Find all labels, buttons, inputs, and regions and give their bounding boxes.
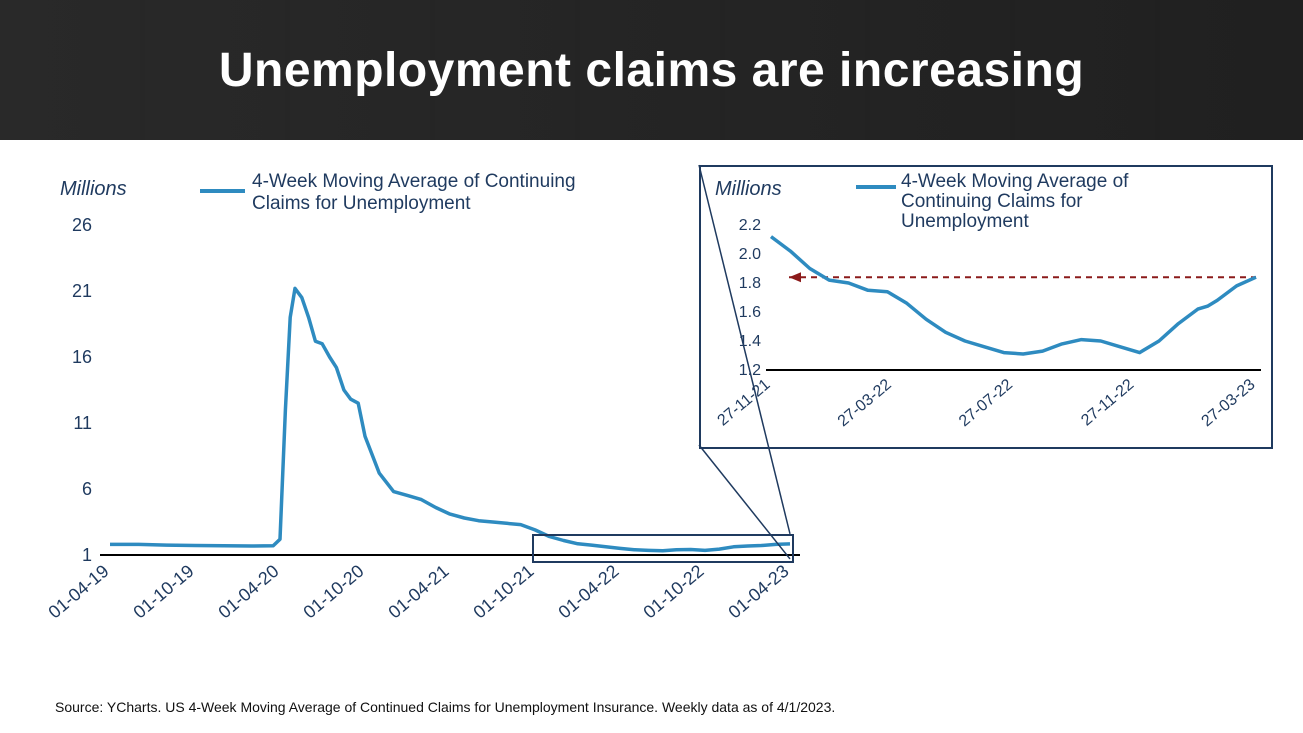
svg-text:01-04-23: 01-04-23 <box>725 561 793 623</box>
svg-text:01-10-19: 01-10-19 <box>130 561 198 623</box>
main-series-line <box>110 288 790 550</box>
legend-text-line1: 4-Week Moving Average of Continuing <box>252 171 576 192</box>
svg-text:01-04-22: 01-04-22 <box>555 561 623 623</box>
svg-text:1.8: 1.8 <box>739 275 761 292</box>
inset-series-line <box>771 237 1256 354</box>
svg-text:21: 21 <box>72 281 92 301</box>
svg-text:1.2: 1.2 <box>739 362 761 379</box>
zoom-region-rect <box>532 534 794 563</box>
inset-legend-l3: Unemployment <box>901 211 1029 232</box>
svg-text:1.4: 1.4 <box>739 333 761 350</box>
header-banner: Unemployment claims are increasing <box>0 0 1303 140</box>
inset-annotation-arrow <box>789 272 801 282</box>
svg-text:1: 1 <box>82 545 92 565</box>
svg-text:01-10-22: 01-10-22 <box>640 561 708 623</box>
svg-text:27-11-22: 27-11-22 <box>1078 376 1137 429</box>
main-y-axis-label: Millions <box>60 178 127 200</box>
main-x-ticks: 01-04-19 01-10-19 01-04-20 01-10-20 01-04-21… <box>45 561 793 623</box>
svg-text:11: 11 <box>73 413 92 433</box>
svg-text:01-04-20: 01-04-20 <box>215 561 283 623</box>
inset-chart-box: Millions 4-Week Moving Average of Contin… <box>699 165 1273 449</box>
legend-text-line2: Claims for Unemployment <box>252 193 471 214</box>
svg-text:01-10-21: 01-10-21 <box>470 561 538 623</box>
svg-text:2.0: 2.0 <box>739 246 761 263</box>
svg-text:16: 16 <box>72 347 92 367</box>
inset-y-axis-label: Millions <box>715 178 782 200</box>
svg-text:26: 26 <box>72 215 92 235</box>
inset-legend-l1: 4-Week Moving Average of <box>901 171 1129 192</box>
chart-body: Millions 4-Week Moving Average of Contin… <box>0 140 1303 733</box>
inset-y-ticks: 1.2 1.4 1.6 1.8 2.0 2.2 <box>739 217 761 379</box>
svg-text:27-03-22: 27-03-22 <box>835 376 895 430</box>
main-legend: 4-Week Moving Average of Continuing Clai… <box>200 171 576 214</box>
inset-x-ticks: 27-11-21 27-03-22 27-07-22 27-11-22 27-03-23 <box>714 376 1258 430</box>
svg-text:1.6: 1.6 <box>739 304 761 321</box>
svg-text:01-10-20: 01-10-20 <box>300 561 368 623</box>
source-citation: Source: YCharts. US 4-Week Moving Averag… <box>55 699 835 715</box>
main-y-ticks: 1611162126 <box>72 215 92 565</box>
svg-text:2.2: 2.2 <box>739 217 761 234</box>
inset-legend: 4-Week Moving Average of Continuing Clai… <box>856 171 1129 232</box>
svg-text:27-07-22: 27-07-22 <box>956 376 1016 430</box>
svg-text:27-03-23: 27-03-23 <box>1199 376 1259 430</box>
page-title: Unemployment claims are increasing <box>219 43 1084 98</box>
inset-legend-l2: Continuing Claims for <box>901 191 1083 212</box>
svg-text:01-04-21: 01-04-21 <box>385 561 453 623</box>
inset-chart: Millions 4-Week Moving Average of Contin… <box>701 167 1271 447</box>
svg-text:27-11-21: 27-11-21 <box>714 376 773 429</box>
svg-text:01-04-19: 01-04-19 <box>45 561 113 623</box>
svg-text:6: 6 <box>82 479 92 499</box>
